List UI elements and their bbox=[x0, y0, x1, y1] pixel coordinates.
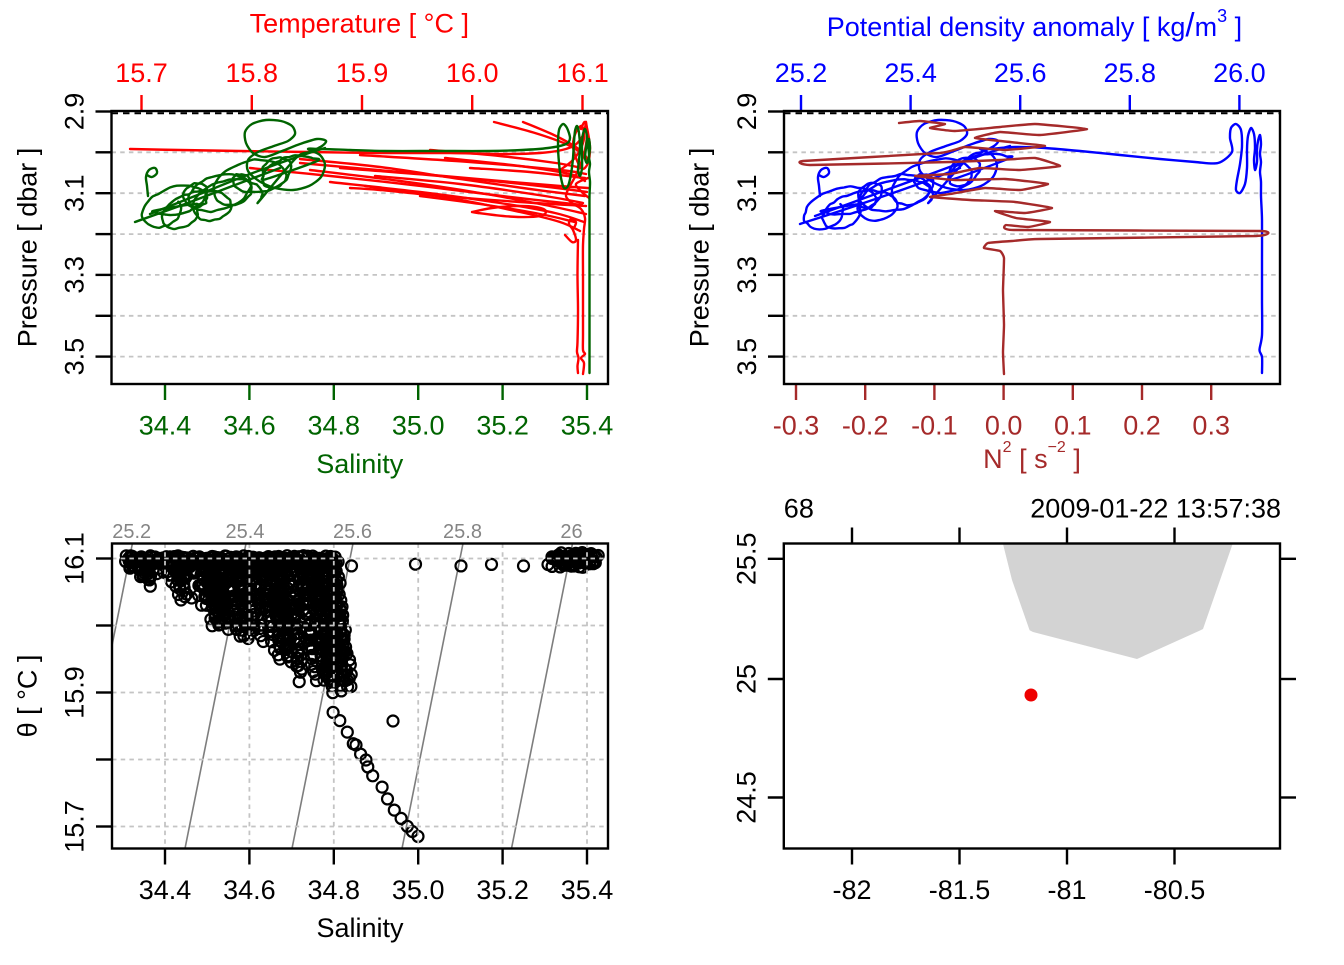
svg-text:25.6: 25.6 bbox=[994, 58, 1047, 88]
svg-text:3.1: 3.1 bbox=[732, 174, 762, 212]
svg-text:3.3: 3.3 bbox=[60, 256, 90, 294]
svg-text:34.4: 34.4 bbox=[139, 875, 192, 905]
svg-text:3.3: 3.3 bbox=[732, 256, 762, 294]
svg-text:35.4: 35.4 bbox=[561, 411, 614, 441]
svg-text:15.9: 15.9 bbox=[336, 58, 389, 88]
svg-text:0.0: 0.0 bbox=[985, 411, 1023, 441]
svg-text:25: 25 bbox=[732, 664, 762, 694]
svg-text:34.6: 34.6 bbox=[223, 875, 276, 905]
svg-text:N2 [ s−2 ]: N2 [ s−2 ] bbox=[983, 439, 1081, 474]
svg-text:-0.3: -0.3 bbox=[773, 411, 820, 441]
svg-text:25.2: 25.2 bbox=[775, 58, 828, 88]
svg-text:15.7: 15.7 bbox=[115, 58, 168, 88]
svg-text:15.7: 15.7 bbox=[60, 800, 90, 853]
svg-text:Potential density anomaly [ kg: Potential density anomaly [ kg/m3 ] bbox=[827, 6, 1242, 43]
svg-text:3.5: 3.5 bbox=[732, 338, 762, 376]
svg-text:-0.1: -0.1 bbox=[911, 411, 958, 441]
svg-text:35.0: 35.0 bbox=[392, 875, 445, 905]
svg-text:-0.2: -0.2 bbox=[842, 411, 889, 441]
svg-text:3.1: 3.1 bbox=[60, 174, 90, 212]
svg-text:34.4: 34.4 bbox=[139, 411, 192, 441]
svg-text:16.0: 16.0 bbox=[446, 58, 499, 88]
svg-text:Salinity: Salinity bbox=[316, 449, 404, 479]
svg-text:Pressure [ dbar ]: Pressure [ dbar ] bbox=[685, 148, 715, 348]
svg-text:15.9: 15.9 bbox=[60, 666, 90, 719]
svg-text:25.8: 25.8 bbox=[1104, 58, 1157, 88]
svg-text:25.6: 25.6 bbox=[333, 521, 372, 543]
svg-text:-82: -82 bbox=[832, 875, 871, 905]
svg-text:16.1: 16.1 bbox=[556, 58, 609, 88]
svg-text:3.5: 3.5 bbox=[60, 338, 90, 376]
svg-text:16.1: 16.1 bbox=[60, 532, 90, 585]
svg-text:25.4: 25.4 bbox=[226, 521, 265, 543]
svg-text:Salinity: Salinity bbox=[316, 913, 404, 943]
svg-text:θ [ °C ]: θ [ °C ] bbox=[13, 655, 43, 738]
svg-text:34.6: 34.6 bbox=[223, 411, 276, 441]
svg-text:0.3: 0.3 bbox=[1192, 411, 1230, 441]
svg-text:35.2: 35.2 bbox=[476, 875, 529, 905]
svg-text:26.0: 26.0 bbox=[1213, 58, 1266, 88]
svg-text:35.4: 35.4 bbox=[561, 875, 614, 905]
svg-text:2009-01-22 13:57:38: 2009-01-22 13:57:38 bbox=[1030, 494, 1281, 524]
svg-text:25.2: 25.2 bbox=[112, 521, 151, 543]
svg-text:0.2: 0.2 bbox=[1123, 411, 1161, 441]
svg-text:Temperature [ °C ]: Temperature [ °C ] bbox=[250, 8, 469, 38]
svg-text:Pressure [ dbar ]: Pressure [ dbar ] bbox=[13, 148, 43, 348]
svg-text:25.4: 25.4 bbox=[884, 58, 937, 88]
svg-text:68: 68 bbox=[784, 494, 814, 524]
svg-text:24.5: 24.5 bbox=[732, 771, 762, 824]
svg-text:25.8: 25.8 bbox=[443, 521, 482, 543]
svg-text:35.0: 35.0 bbox=[392, 411, 445, 441]
svg-text:2.9: 2.9 bbox=[732, 93, 762, 131]
svg-text:2.9: 2.9 bbox=[60, 93, 90, 131]
svg-text:-80.5: -80.5 bbox=[1144, 875, 1206, 905]
svg-text:25.5: 25.5 bbox=[732, 533, 762, 586]
svg-text:15.8: 15.8 bbox=[226, 58, 279, 88]
svg-text:0.1: 0.1 bbox=[1054, 411, 1092, 441]
svg-text:-81.5: -81.5 bbox=[929, 875, 991, 905]
svg-text:35.2: 35.2 bbox=[476, 411, 529, 441]
svg-text:26: 26 bbox=[560, 521, 582, 543]
svg-text:34.8: 34.8 bbox=[308, 411, 361, 441]
svg-text:34.8: 34.8 bbox=[308, 875, 361, 905]
svg-text:-81: -81 bbox=[1047, 875, 1086, 905]
